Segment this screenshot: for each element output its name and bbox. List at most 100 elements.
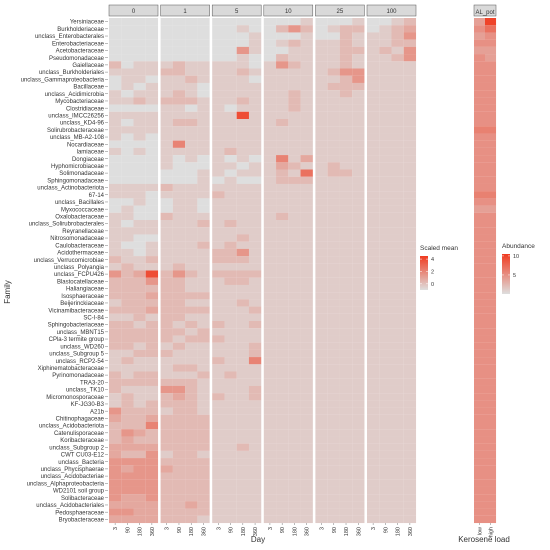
heatmap-cell <box>109 378 122 386</box>
heatmap-cell <box>300 292 313 300</box>
heatmap-cell <box>160 450 173 459</box>
heatmap-cell <box>391 162 404 170</box>
heatmap-cell <box>300 18 313 26</box>
heatmap-cell <box>133 54 146 62</box>
heatmap-cell <box>403 212 417 221</box>
heatmap-cell <box>212 458 225 466</box>
kerosene-cell <box>474 234 486 242</box>
heatmap-cell <box>212 104 225 112</box>
heatmap-cell <box>121 364 134 372</box>
heatmap-cell <box>403 321 417 329</box>
kerosene-cell <box>474 501 486 509</box>
heatmap-cell <box>391 422 404 430</box>
heatmap-cell <box>352 140 365 148</box>
heatmap-cell <box>160 465 173 473</box>
heatmap-cell <box>263 270 277 278</box>
heatmap-cell <box>315 82 328 91</box>
heatmap-cell <box>133 378 146 386</box>
kerosene-cell <box>474 183 486 192</box>
heatmap-cell <box>367 299 380 307</box>
heatmap-cell <box>236 450 249 459</box>
family-label: WD2101 soil group <box>53 489 105 495</box>
heatmap-cell <box>248 126 262 134</box>
heatmap-cell <box>263 378 277 386</box>
heatmap-cell <box>212 486 225 495</box>
day-panel-strip <box>315 4 365 17</box>
heatmap-cell <box>133 393 146 401</box>
heatmap-cell <box>133 241 146 249</box>
heatmap-cell <box>300 32 313 40</box>
heatmap-cell <box>352 494 365 502</box>
kerosene-cell <box>485 162 497 170</box>
heatmap-cell <box>339 378 353 386</box>
heatmap-cell <box>288 212 301 221</box>
heatmap-cell <box>339 263 353 271</box>
heatmap-cell <box>212 429 225 437</box>
heatmap-cell <box>379 68 392 76</box>
heatmap-cell <box>391 234 404 242</box>
heatmap-cell <box>224 32 237 40</box>
heatmap-cell <box>236 97 249 105</box>
heatmap-cell <box>197 357 210 365</box>
heatmap-cell <box>172 342 186 350</box>
heatmap-cell <box>379 227 392 235</box>
heatmap-cell <box>224 183 237 192</box>
heatmap-cell <box>403 90 417 98</box>
heatmap-cell <box>197 458 210 466</box>
heatmap-cell <box>121 335 134 343</box>
heatmap-cell <box>276 321 289 329</box>
kerosene-cell <box>485 111 497 120</box>
family-label: unclass_Alphaproteobacteria <box>27 481 105 487</box>
heatmap-cell <box>339 90 353 98</box>
heatmap-cell <box>236 176 249 184</box>
heatmap-cell <box>379 414 392 423</box>
kerosene-heatmap-cells <box>474 18 497 524</box>
heatmap-cell <box>391 263 404 271</box>
heatmap-cell <box>109 335 122 343</box>
day-tick-label: 360 <box>201 527 207 536</box>
heatmap-cell <box>212 494 225 502</box>
heatmap-cell <box>315 169 328 177</box>
heatmap-cell <box>145 104 159 112</box>
heatmap-cell <box>327 299 340 307</box>
heatmap-cell <box>300 349 313 358</box>
heatmap-cell <box>160 270 173 278</box>
heatmap-cell <box>185 198 198 206</box>
heatmap-cell <box>224 292 237 300</box>
heatmap-cell <box>379 472 392 480</box>
abundance-legend-tick-label: 5 <box>513 273 516 279</box>
heatmap-cell <box>212 306 225 314</box>
heatmap-cell <box>403 97 417 105</box>
heatmap-cell <box>391 414 404 423</box>
heatmap-cell <box>300 270 313 278</box>
day-tick-label: 90 <box>383 527 389 533</box>
heatmap-cell <box>263 248 277 257</box>
heatmap-cell <box>276 292 289 300</box>
heatmap-cell <box>367 349 380 358</box>
kerosene-cell <box>485 61 497 69</box>
heatmap-cell <box>352 414 365 423</box>
heatmap-cell <box>212 220 225 228</box>
heatmap-cell <box>315 68 328 76</box>
heatmap-cell <box>327 422 340 430</box>
heatmap-cell <box>133 234 146 242</box>
heatmap-cell <box>367 393 380 401</box>
heatmap-cell <box>185 465 198 473</box>
heatmap-cell <box>263 436 277 444</box>
heatmap-cell <box>248 248 262 257</box>
day-tick-label: 180 <box>189 527 195 536</box>
kerosene-cell <box>474 292 486 300</box>
kerosene-cell <box>474 220 486 228</box>
heatmap-cell <box>109 450 122 459</box>
kerosene-cell <box>474 176 486 184</box>
heatmap-cell <box>109 364 122 372</box>
heatmap-cell <box>224 220 237 228</box>
heatmap-cell <box>133 284 146 293</box>
heatmap-cell <box>236 508 249 516</box>
heatmap-cell <box>185 155 198 163</box>
heatmap-cell <box>133 486 146 495</box>
heatmap-cell <box>367 256 380 264</box>
heatmap-cell <box>315 111 328 120</box>
heatmap-cell <box>109 25 122 33</box>
heatmap-cell <box>288 335 301 343</box>
